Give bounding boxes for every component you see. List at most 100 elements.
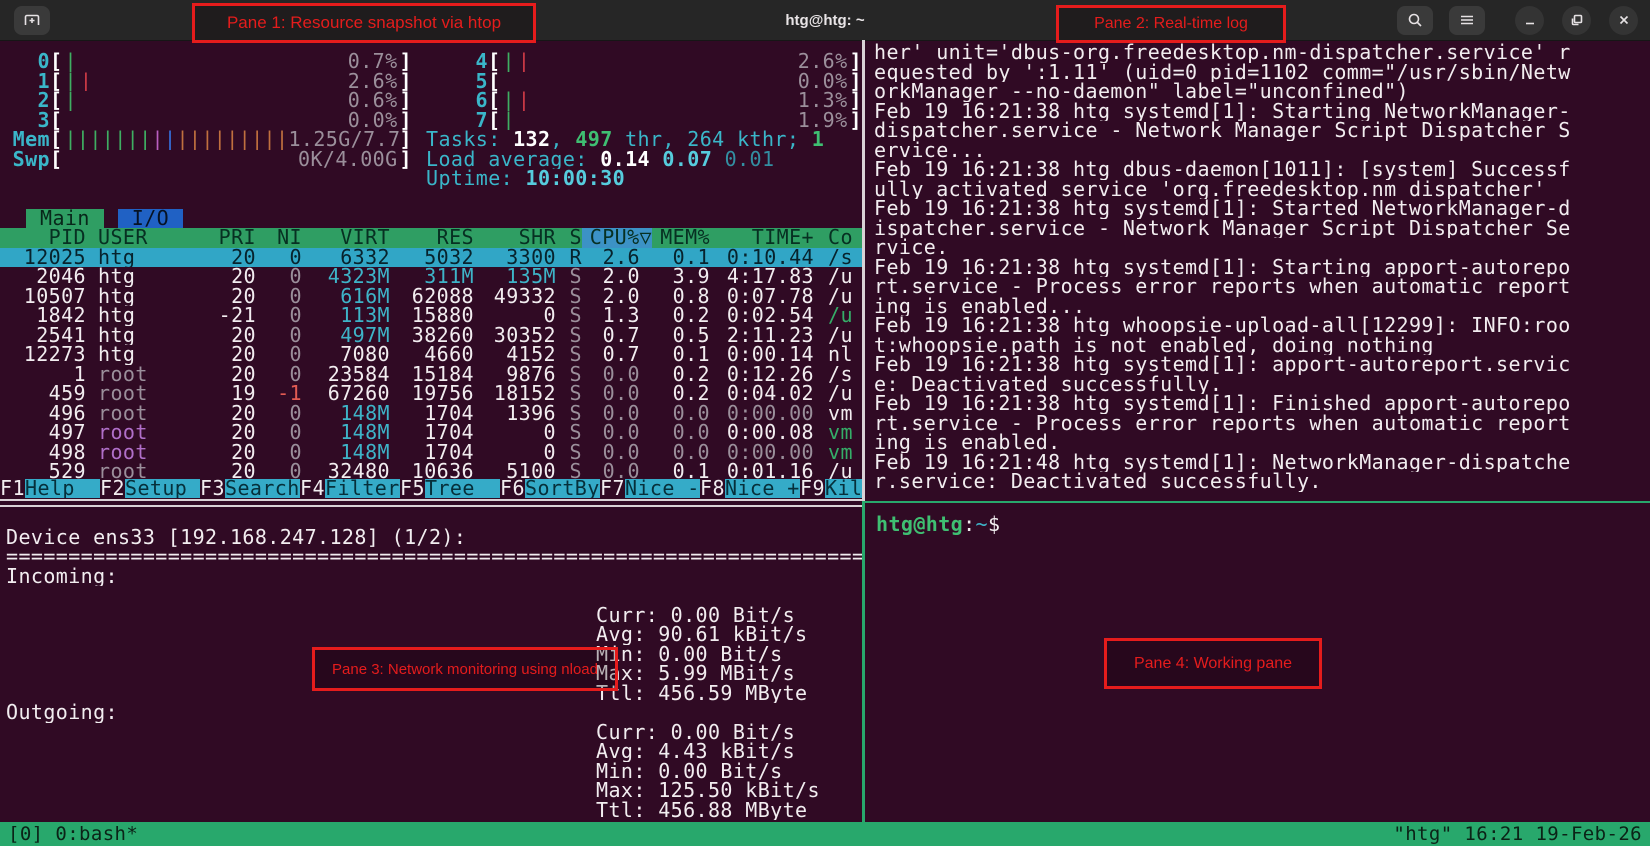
minimize-button[interactable]: [1515, 5, 1544, 35]
column-header-mem[interactable]: MEM%: [660, 228, 710, 248]
new-tab-button[interactable]: [14, 5, 50, 35]
cell-shr: 0: [543, 423, 556, 443]
function-key[interactable]: F3 Search: [200, 478, 300, 498]
mem-meter-bars: ||||||||||||||||||: [64, 130, 289, 150]
mem-meter-value: 1.25G/7.71G: [288, 130, 400, 150]
annotation-pane1: Pane 1: Resource snapshot via htop: [192, 3, 536, 43]
cell-pid: 459: [48, 384, 86, 404]
shell-pane[interactable]: htg@htg:~$: [866, 503, 1650, 822]
process-row[interactable]: 529 root 20 0 32480 10636 5100 S 0.0 0.1…: [0, 462, 862, 482]
restore-button[interactable]: [1562, 5, 1591, 35]
tasks-line: Tasks: 132, 497 thr, 264 kthr; 1: [426, 130, 825, 150]
function-key[interactable]: F9Kill: [800, 478, 862, 498]
cell-user: htg: [98, 247, 136, 267]
column-header-time[interactable]: TIME+: [751, 228, 814, 248]
restore-icon: [1571, 14, 1582, 26]
cell-state: S: [569, 423, 582, 443]
cell-pid: 497: [48, 423, 86, 443]
function-key[interactable]: F1 Help: [0, 478, 100, 498]
cell-command: /u: [828, 384, 853, 404]
process-row[interactable]: 12025 htg 20 0 6332 5032 3300 R 2.6 0.1 …: [0, 247, 862, 267]
log-line: rt.service - Process error reports when …: [874, 413, 1571, 433]
process-row[interactable]: 1842 htg -21 0 113M 15880 0 S 1.3 0.2 0:…: [0, 306, 862, 326]
log-line: Feb 19 16:21:38 htg systemd[1]: Starting…: [874, 257, 1571, 277]
swap-meter-value: 0K/4.00G: [298, 149, 398, 169]
column-header-pid[interactable]: PID: [48, 228, 86, 248]
cell-command: /u: [828, 286, 853, 306]
log-line: orkManager --no-daemon" label="unconfine…: [874, 82, 1409, 102]
cell-time: 0:00.14: [726, 345, 814, 365]
function-key[interactable]: F8 Nice +: [700, 478, 800, 498]
column-header-cpu-sorted[interactable]: CPU%▽: [582, 228, 652, 248]
pane-divider-vertical-top[interactable]: [862, 40, 865, 501]
tmux-host-time: "htg" 16:21 19-Feb-26: [1393, 823, 1642, 845]
nload-pane[interactable]: Device ens33 [192.168.247.128] (1/2): ==…: [0, 508, 862, 822]
search-button[interactable]: [1397, 5, 1433, 35]
cell-pri: 20: [231, 247, 256, 267]
cell-pid: 12273: [23, 345, 86, 365]
menu-button[interactable]: [1449, 5, 1485, 35]
cpu-meter: 5[0.0%]: [412, 71, 862, 92]
cell-pid: 10507: [23, 286, 86, 306]
cell-mem: 0.0: [672, 442, 710, 462]
column-header-state[interactable]: S: [569, 228, 582, 248]
cell-virt: 67260: [327, 384, 390, 404]
cpu-meter-bars: | |: [64, 71, 93, 91]
column-header-pri[interactable]: PRI: [218, 228, 256, 248]
pane-divider-horizontal-right[interactable]: [865, 501, 1650, 503]
cell-command: /u: [828, 325, 853, 345]
htop-pane[interactable]: 0[| 0.7%] 1[| | 2.6%] 2[| 0.6%] 3[0.0%]: [0, 40, 862, 498]
column-header-virt[interactable]: VIRT: [340, 228, 390, 248]
tab-io[interactable]: I/O: [117, 208, 184, 228]
cpu-meter-bars: |: [502, 110, 515, 130]
column-header-command[interactable]: Co: [828, 228, 853, 248]
cpu-meter-bars: [502, 72, 508, 92]
titlebar: htg@htg: ~: [0, 0, 1650, 41]
process-row[interactable]: 10507 htg 20 0 616M 62088 49332 S 2.0 0.…: [0, 287, 862, 307]
cell-pri: 20: [231, 403, 256, 423]
cell-virt: 6332: [340, 247, 390, 267]
process-table: 12025 htg 20 0 6332 5032 3300 R 2.6 0.1 …: [0, 247, 862, 482]
cell-time: 0:00.00: [726, 442, 814, 462]
process-row[interactable]: 12273 htg 20 0 7080 4660 4152 S 0.7 0.1 …: [0, 345, 862, 365]
nload-line: Outgoing:: [6, 703, 118, 723]
process-row[interactable]: 498 root 20 0 148M 1704 0 S 0.0 0.0 0:00…: [0, 443, 862, 463]
shell-prompt[interactable]: htg@htg:~$: [876, 512, 1001, 535]
process-row[interactable]: 2046 htg 20 0 4323M 311M 135M S 2.0 3.9 …: [0, 267, 862, 287]
close-button[interactable]: [1609, 5, 1638, 35]
function-key[interactable]: F7 Nice -: [600, 478, 700, 498]
process-row[interactable]: 459 root 19 -1 67260 19756 18152 S 0.0 0…: [0, 384, 862, 404]
cell-pid: 529: [48, 462, 86, 482]
cell-shr: 4152: [506, 345, 556, 365]
process-row[interactable]: 2541 htg 20 0 497M 38260 30352 S 0.7 0.5…: [0, 326, 862, 346]
window-title: htg@htg: ~: [785, 11, 865, 29]
cell-time: 0:00.08: [726, 423, 814, 443]
cell-shr: 0: [543, 442, 556, 462]
function-key[interactable]: F2 Setup: [100, 478, 200, 498]
cell-command: vm: [828, 403, 853, 423]
tab-main[interactable]: Main: [26, 208, 104, 228]
cell-user: root: [98, 403, 148, 423]
tmux-session-window[interactable]: [0] 0:bash*: [8, 823, 139, 845]
process-row[interactable]: 497 root 20 0 148M 1704 0 S 0.0 0.0 0:00…: [0, 423, 862, 443]
pane-divider-vertical-bottom[interactable]: [862, 501, 865, 822]
prompt-path: ~: [975, 512, 988, 535]
process-row[interactable]: 1 root 20 0 23584 15184 9876 S 0.0 0.2 0…: [0, 365, 862, 385]
process-row[interactable]: 496 root 20 0 148M 1704 1396 S 0.0 0.0 0…: [0, 404, 862, 424]
load-average-line: Load average: 0.14 0.07 0.01: [426, 149, 775, 169]
column-header-user[interactable]: USER: [98, 228, 148, 248]
cell-shr: 30352: [493, 325, 556, 345]
nload-line: ========================================…: [6, 547, 862, 567]
function-key[interactable]: F5 Tree: [400, 478, 500, 498]
column-header-res[interactable]: RES: [436, 228, 474, 248]
column-header-ni[interactable]: NI: [277, 228, 302, 248]
cell-pri: 20: [231, 325, 256, 345]
log-pane[interactable]: her' unit='dbus-org.freedesktop.nm-dispa…: [866, 40, 1650, 501]
column-header-shr[interactable]: SHR: [518, 228, 556, 248]
function-key[interactable]: F6 SortBy: [500, 478, 600, 498]
pane-divider-horizontal-left[interactable]: [0, 499, 862, 507]
function-key[interactable]: F4 Filter: [300, 478, 400, 498]
cpu-meter-bars: |: [64, 52, 77, 72]
cell-cpu: 2.0: [602, 267, 640, 287]
cell-pri: 20: [231, 267, 256, 287]
